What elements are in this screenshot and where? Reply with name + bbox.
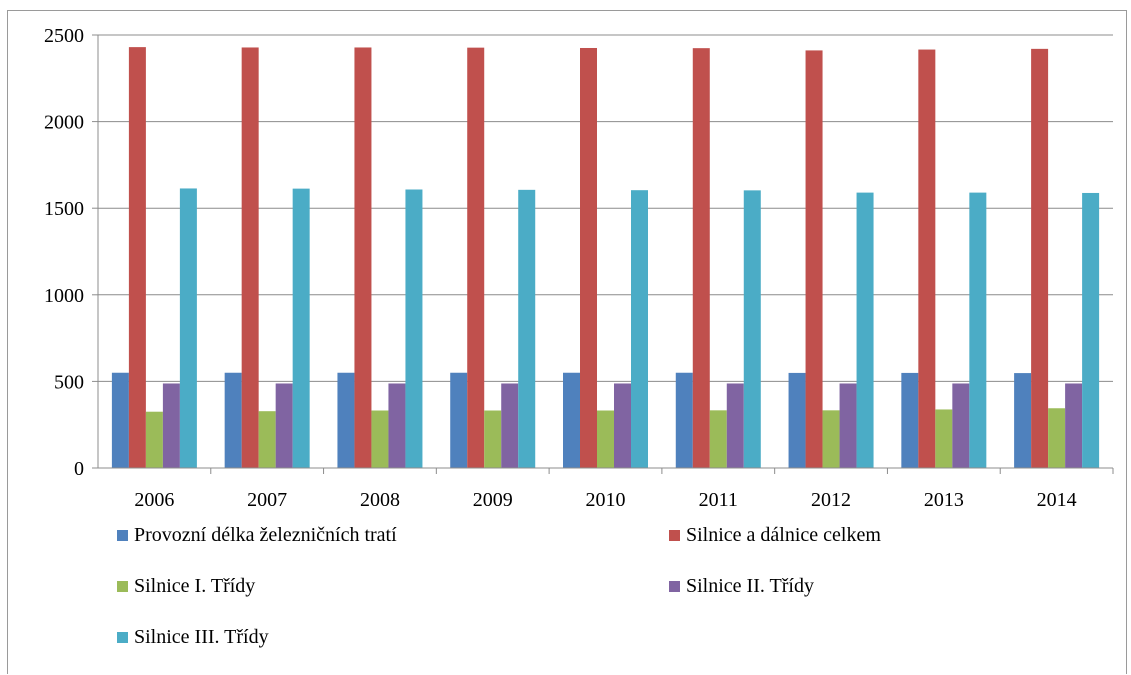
x-tick-label: 2012 — [811, 489, 851, 511]
y-tick-label: 1500 — [44, 198, 84, 220]
bar — [1048, 408, 1066, 468]
legend-swatch — [669, 530, 680, 541]
bar — [1065, 383, 1083, 468]
gridlines — [98, 34, 1113, 382]
legend-swatch — [669, 581, 680, 592]
x-tick-label: 2009 — [473, 489, 513, 511]
bar — [450, 372, 468, 468]
bar — [709, 410, 727, 468]
y-tick-label: 2000 — [44, 112, 84, 134]
bar — [952, 383, 970, 468]
x-axis-ticks: 2006 2007 2008 2009 2010 2011 2012 2013 2014 — [134, 468, 1114, 511]
legend: Provozní délka železničních tratí Silnice… — [117, 524, 881, 648]
bar — [580, 47, 597, 469]
bar — [354, 47, 372, 469]
bars — [111, 47, 1100, 469]
legend-label: Silnice I. Třídy — [134, 575, 255, 597]
bar — [145, 411, 163, 468]
bar — [258, 411, 276, 468]
y-tick-label: 500 — [54, 371, 84, 393]
legend-item: Silnice II. Třídy — [669, 575, 814, 597]
bar — [788, 372, 806, 468]
legend-item: Provozní délka železničních tratí — [117, 524, 397, 546]
bar — [405, 189, 423, 469]
legend-label: Silnice II. Třídy — [686, 575, 814, 597]
axes — [97, 35, 1113, 469]
bar — [614, 383, 631, 468]
y-axis-ticks: 0 500 1000 1500 2000 2500 — [44, 25, 98, 480]
bar — [1082, 192, 1100, 468]
x-tick-label: 2013 — [924, 489, 964, 511]
bar — [467, 47, 485, 468]
bar — [241, 47, 259, 469]
legend-label: Silnice III. Třídy — [134, 626, 269, 648]
x-tick-label: 2011 — [699, 489, 738, 511]
bar — [484, 410, 502, 468]
bar — [901, 372, 919, 468]
bar — [275, 383, 293, 468]
bar — [371, 410, 389, 468]
x-tick-label: 2008 — [360, 489, 400, 511]
legend-item: Silnice III. Třídy — [117, 626, 269, 648]
legend-item: Silnice I. Třídy — [117, 575, 255, 597]
bar — [179, 188, 197, 468]
bar — [822, 410, 840, 468]
bar — [675, 372, 693, 468]
bar — [388, 383, 406, 468]
x-tick-label: 2006 — [134, 489, 174, 511]
bar — [805, 50, 823, 469]
bar — [1014, 373, 1032, 468]
bar — [839, 383, 857, 468]
bar — [128, 47, 146, 469]
bar — [969, 192, 987, 468]
y-tick-label: 1000 — [44, 285, 84, 307]
y-tick-label: 2500 — [44, 25, 84, 47]
bar — [111, 372, 129, 468]
bar — [518, 189, 536, 468]
bar — [1031, 48, 1049, 469]
bar — [935, 409, 953, 468]
legend-swatch — [117, 530, 128, 541]
chart-frame — [7, 10, 1127, 674]
bar — [337, 372, 355, 468]
bar — [856, 192, 874, 468]
x-tick-label: 2007 — [247, 489, 287, 511]
bar — [292, 188, 310, 468]
y-tick-label: 0 — [74, 458, 84, 480]
bar — [726, 383, 744, 468]
bar — [563, 372, 580, 468]
bar — [597, 410, 614, 468]
legend-swatch — [117, 581, 128, 592]
bar — [743, 190, 761, 468]
legend-swatch — [117, 632, 128, 643]
legend-item: Silnice a dálnice celkem — [669, 524, 881, 546]
x-tick-label: 2014 — [1037, 489, 1077, 511]
legend-label: Provozní délka železničních tratí — [134, 524, 397, 546]
bar — [692, 48, 710, 468]
bar — [162, 383, 180, 468]
bar — [918, 49, 936, 469]
bar — [631, 190, 648, 468]
bar — [501, 383, 519, 468]
x-tick-label: 2010 — [586, 489, 626, 511]
legend-label: Silnice a dálnice celkem — [686, 524, 881, 546]
bar — [224, 372, 242, 468]
